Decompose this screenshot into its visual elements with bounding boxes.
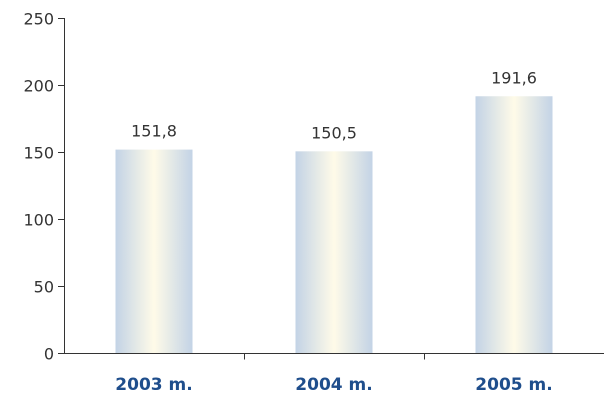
y-tick-label: 0 <box>44 345 54 364</box>
y-tick-label: 200 <box>23 77 54 96</box>
x-category-label: 2003 m. <box>115 375 192 395</box>
y-tick-label: 50 <box>34 278 54 297</box>
y-tick-label: 100 <box>23 211 54 230</box>
bar <box>475 96 553 354</box>
bars: 151,8 150,5 191,6 <box>115 68 553 354</box>
y-tick-label: 150 <box>23 144 54 163</box>
x-category-label: 2005 m. <box>475 375 552 395</box>
x-category-label: 2004 m. <box>295 375 372 395</box>
y-axis: 0 50 100 150 200 250 <box>23 10 65 364</box>
y-tick-label: 250 <box>23 10 54 29</box>
bar-value-label: 191,6 <box>491 68 537 87</box>
x-axis: 2003 m. 2004 m. 2005 m. <box>64 353 604 395</box>
bar-value-label: 151,8 <box>131 122 177 141</box>
bar <box>295 151 373 353</box>
bar <box>115 149 193 353</box>
bar-value-label: 150,5 <box>311 123 357 142</box>
